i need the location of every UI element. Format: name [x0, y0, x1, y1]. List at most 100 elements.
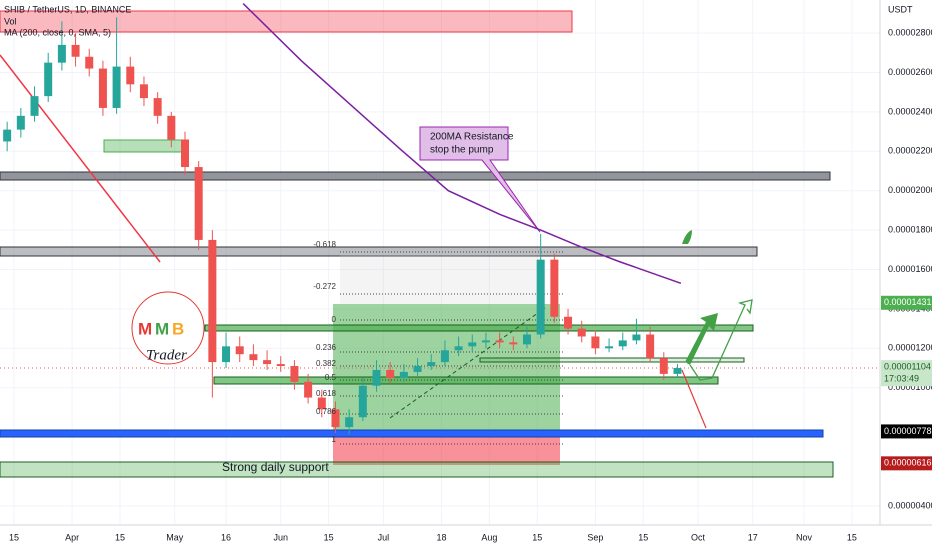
arrow-up [685, 313, 718, 365]
fib-area [340, 252, 540, 304]
candle-body [413, 366, 422, 372]
candle-body [181, 139, 189, 168]
x-tick-label: 15 [324, 532, 334, 542]
y-tick-label: 0.00001600 [888, 264, 932, 274]
rocket-icon [682, 230, 692, 244]
x-tick-label: Jun [274, 532, 289, 542]
y-tick-label: 0.00002800 [888, 27, 932, 37]
fib-label: 0 [332, 315, 337, 324]
x-tick-label: 15 [115, 532, 125, 542]
zone [0, 246, 758, 257]
price-tag [881, 295, 932, 310]
candle-body [577, 328, 586, 337]
x-tick-label: May [166, 532, 184, 542]
candle-body [98, 68, 107, 108]
price-tag [881, 424, 932, 439]
candle-body [550, 259, 559, 317]
long-loss [333, 433, 560, 465]
callout-text: stop the pump [430, 145, 494, 156]
price-tag [881, 456, 932, 471]
countdown: 17:03:49 [884, 374, 919, 384]
channel [389, 307, 546, 419]
x-tick-label: 17 [748, 532, 758, 542]
candle-body [304, 381, 313, 398]
resistance-zone [0, 10, 573, 33]
candle-body [564, 316, 573, 329]
candle-body [139, 84, 148, 99]
x-tick-label: Oct [691, 532, 706, 542]
candle-body [263, 360, 272, 365]
candle-body [523, 334, 531, 345]
arrow-path [689, 299, 753, 381]
logo-letter: B [172, 319, 184, 338]
x-tick-label: 15 [847, 532, 857, 542]
zone [204, 324, 754, 332]
fib-label: 0.5 [325, 373, 337, 382]
fib-label: -0.272 [313, 282, 336, 291]
candle-body [112, 66, 121, 108]
candle-body [345, 417, 354, 428]
y-tick-label: 0.00002000 [888, 185, 932, 195]
zone [0, 171, 831, 181]
candle-body [235, 346, 244, 355]
candle-body [440, 350, 449, 363]
fib-label: 0.236 [316, 343, 337, 352]
candle-body [632, 334, 641, 341]
zone [103, 139, 188, 153]
y-tick-label: 0.00001800 [888, 224, 932, 234]
candle-body [153, 98, 162, 116]
candle-body [591, 336, 600, 349]
y-tick-label: 0.00002600 [888, 67, 932, 77]
candle-body [468, 342, 477, 347]
annotations: -0.618 -0.272 0 0.236 0.382 0.5 0.618 0.… [4, 4, 514, 474]
candle-body [372, 369, 381, 386]
candle-body [495, 340, 504, 343]
price-tag-label: 0.00000778 [884, 426, 932, 436]
x-tick-label: Aug [481, 532, 497, 542]
axes: USDT 0.00002800 0.00002600 0.00002400 0.000… [9, 4, 932, 542]
candle-body [536, 259, 545, 335]
zone [479, 357, 745, 363]
candle-body [30, 96, 39, 116]
price-tag [881, 360, 932, 387]
candle-body [399, 371, 408, 378]
series [3, 3, 682, 435]
fib-label: 0.618 [316, 389, 337, 398]
candle-body [386, 369, 395, 378]
x-tick-label: 15 [638, 532, 648, 542]
y-axis-label: USDT [888, 4, 913, 14]
legend-item: MA (200, close, 0, SMA, 5) [4, 27, 111, 37]
y-tick-label: 0.00002200 [888, 146, 932, 156]
x-tick-label: Sep [587, 532, 603, 542]
candle-body [249, 354, 258, 361]
support-zone [0, 429, 824, 438]
callout-text: 200MA Resistance [430, 132, 514, 143]
legend-item: Vol [4, 16, 17, 26]
x-tick-label: 18 [436, 532, 446, 542]
fib-label: 0.382 [316, 359, 337, 368]
drawings [0, 10, 880, 478]
candle-body [126, 66, 135, 85]
logo-letter: M [155, 319, 169, 338]
candle-body [71, 44, 80, 57]
candle-body [44, 62, 53, 97]
callout-box [419, 126, 541, 233]
candle-body [85, 56, 94, 69]
y-tick-label: 0.00000400 [888, 500, 932, 510]
fib-label: 1 [332, 435, 337, 444]
x-tick-label: Jul [378, 532, 390, 542]
x-tick-label: Nov [796, 532, 813, 542]
candle-body [331, 409, 340, 428]
candle-body [358, 385, 367, 418]
candle-body [618, 340, 627, 347]
candle-body [57, 44, 66, 63]
candle-body [194, 167, 203, 240]
fib-label: 0.786 [316, 407, 337, 416]
logo-circle [131, 291, 205, 365]
trendline [0, 54, 161, 263]
candle-body [3, 129, 12, 142]
candle-body [290, 366, 299, 382]
candle-body [659, 358, 668, 374]
candle-body [646, 334, 655, 359]
ma-line [242, 3, 682, 284]
